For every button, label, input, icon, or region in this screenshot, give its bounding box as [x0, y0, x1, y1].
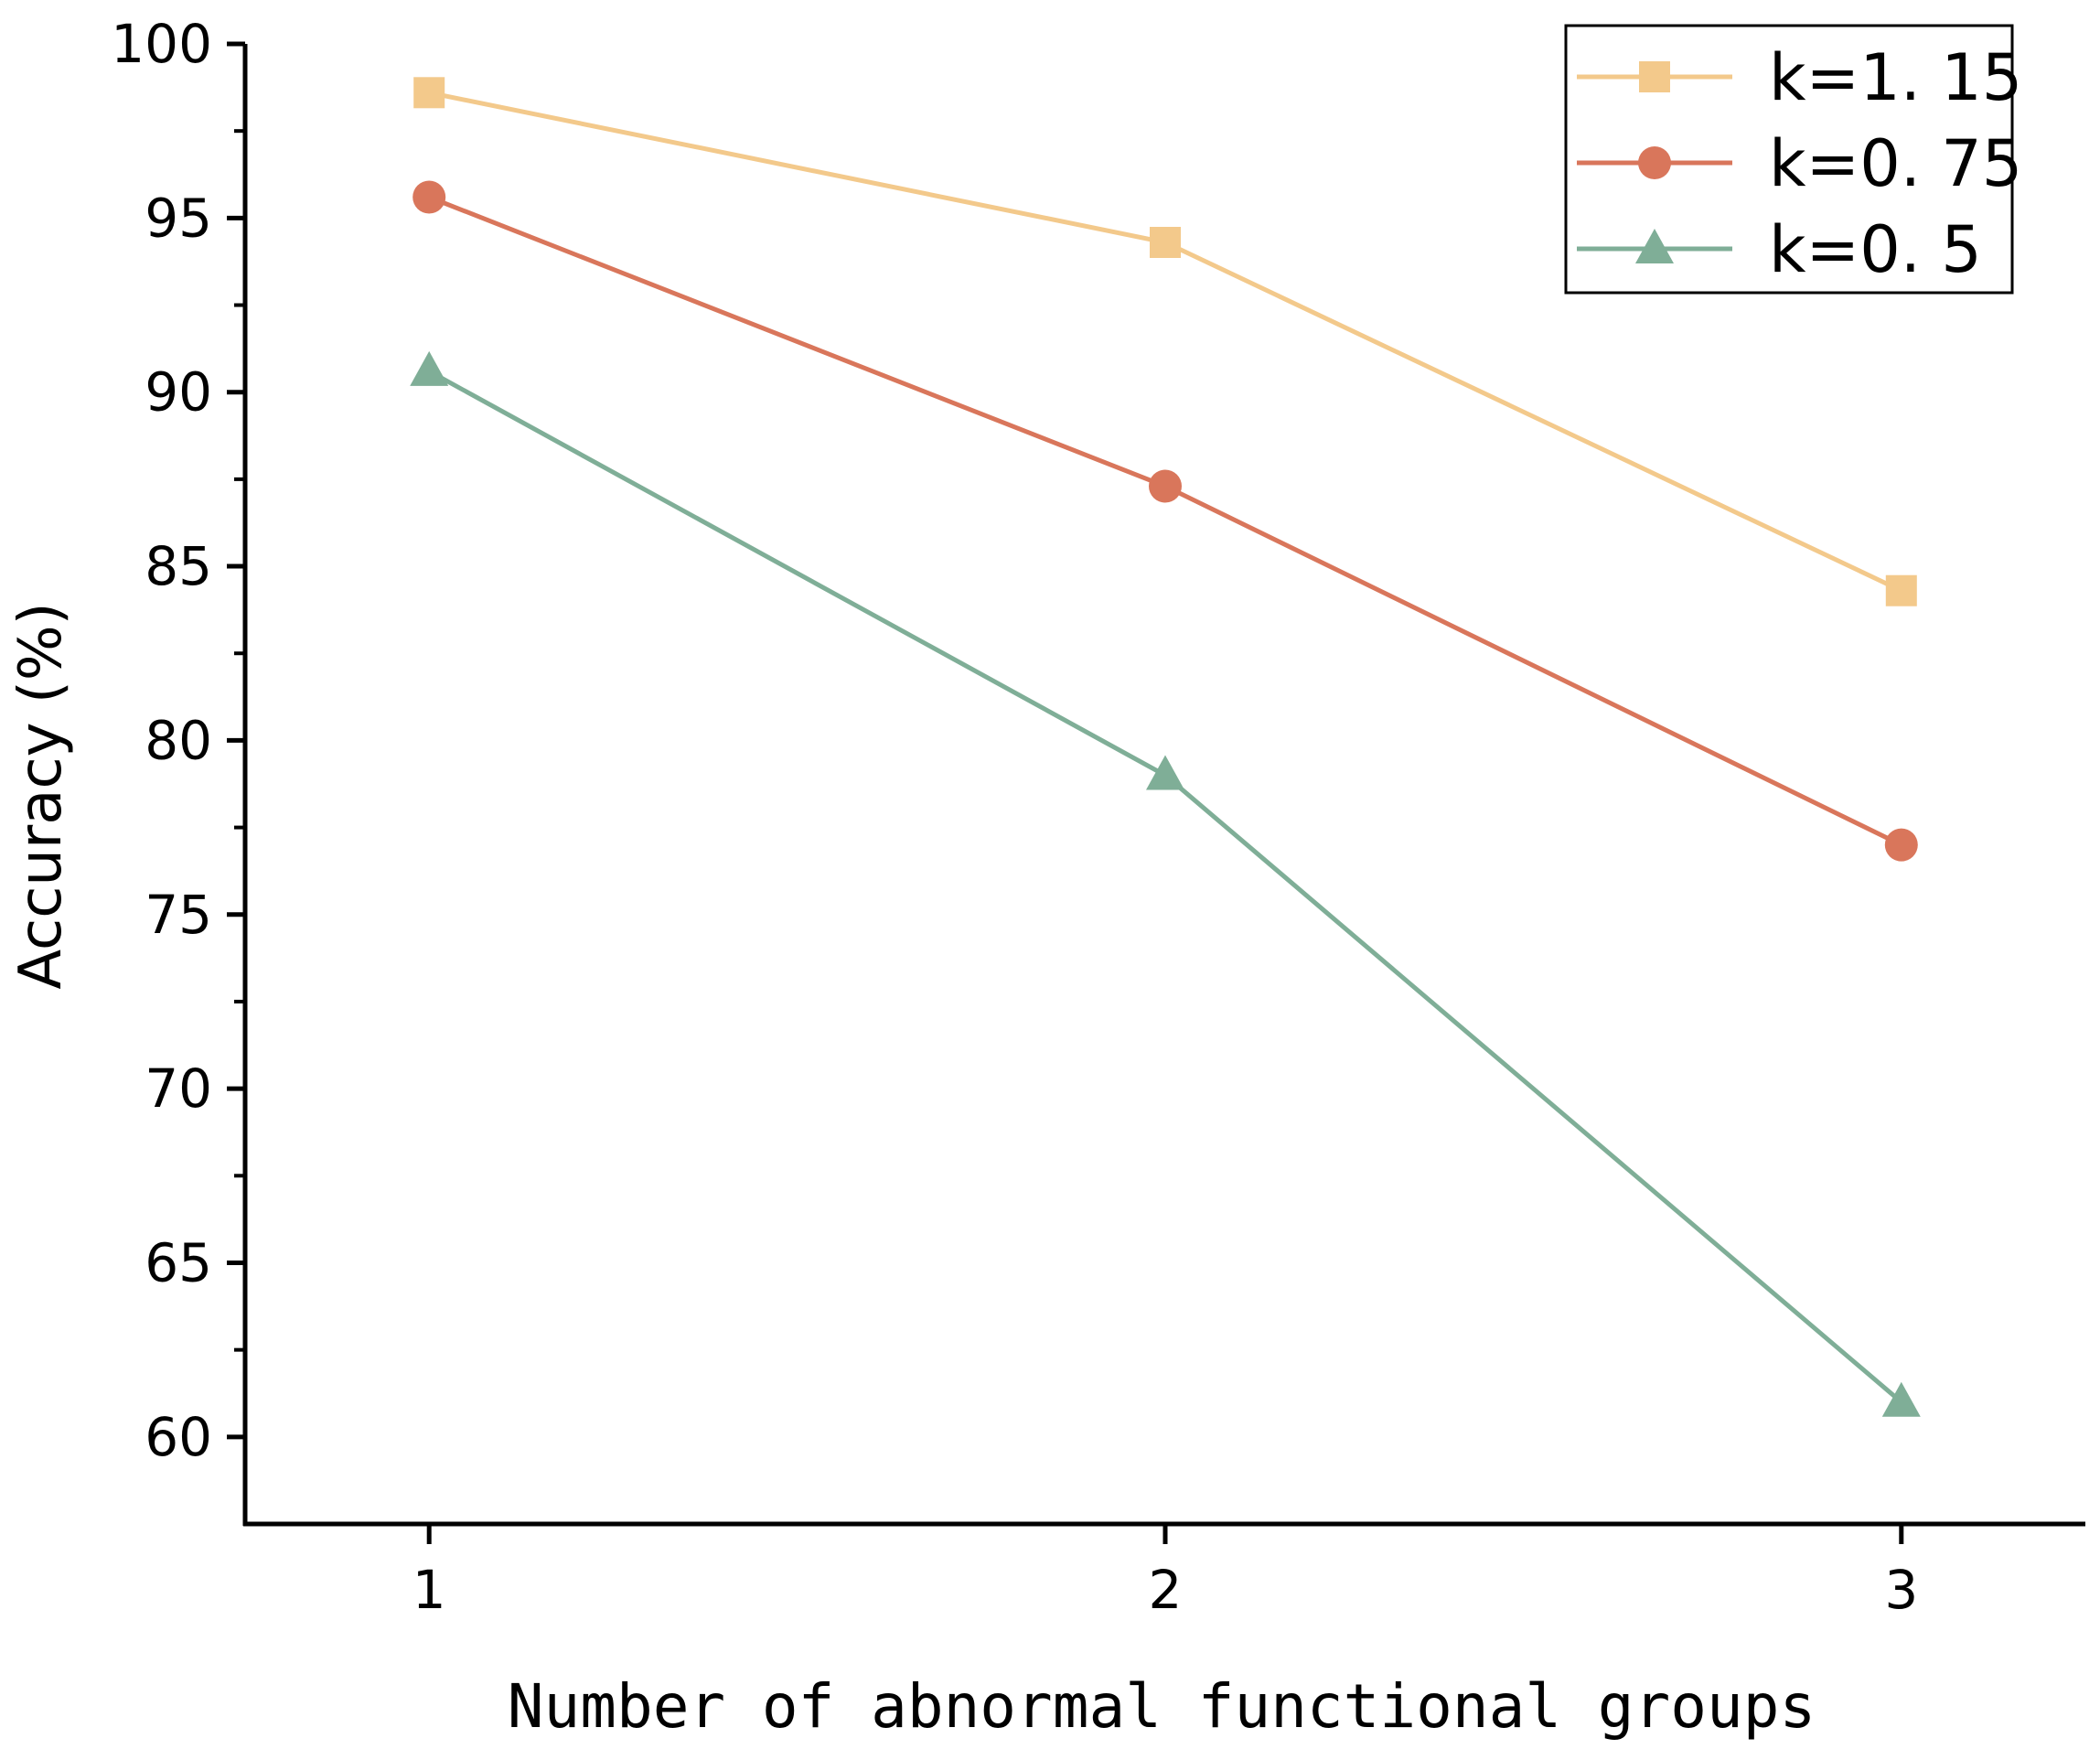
- y-tick-label: 95: [145, 187, 212, 249]
- y-tick-label: 100: [111, 13, 212, 75]
- data-point-triangle: [410, 350, 449, 386]
- series-line: [427, 369, 1903, 1404]
- data-point-circle: [1149, 469, 1182, 503]
- y-axis-title: Accuracy (%): [7, 602, 75, 989]
- x-axis-ticks: 1 2 3: [412, 1524, 1918, 1621]
- legend-label: k=0. 5: [1769, 212, 1982, 287]
- x-axis-title: Number of abnormal functional groups: [508, 1671, 1816, 1742]
- legend: k=1. 15 k=0. 75 k=0. 5: [1564, 24, 2022, 295]
- y-tick-label: 60: [145, 1406, 212, 1468]
- data-point-square: [1150, 227, 1181, 259]
- y-tick-label: 80: [145, 709, 212, 771]
- y-tick-label: 65: [145, 1231, 212, 1293]
- y-tick-label: 85: [145, 535, 212, 597]
- data-point-circle: [1884, 828, 1918, 862]
- series-layer: [410, 77, 1921, 1417]
- data-point-circle: [412, 180, 446, 214]
- y-tick-label: 70: [145, 1057, 212, 1120]
- x-tick-label: 2: [1149, 1559, 1183, 1621]
- x-tick-label: 1: [412, 1559, 446, 1621]
- data-point-square: [413, 77, 445, 109]
- legend-label: k=0. 75: [1769, 126, 2022, 201]
- legend-marker-triangle: [1635, 229, 1674, 263]
- y-tick-label: 90: [145, 361, 212, 424]
- series-line: [428, 195, 1902, 847]
- legend-item: k=0. 5: [1577, 212, 1982, 287]
- series-k=0.5: [410, 350, 1921, 1417]
- data-point-square: [1885, 574, 1917, 606]
- legend-marker-square: [1639, 61, 1670, 92]
- series-k=1.15: [413, 77, 1917, 606]
- x-tick-label: 3: [1884, 1559, 1918, 1621]
- data-point-triangle: [1146, 755, 1184, 790]
- legend-label: k=1. 15: [1769, 40, 2022, 115]
- data-point-triangle: [1881, 1381, 1921, 1417]
- y-tick-label: 75: [145, 884, 212, 946]
- legend-marker-circle: [1638, 146, 1671, 179]
- series-k=0.75: [412, 180, 1918, 862]
- legend-item: k=1. 15: [1577, 40, 2022, 115]
- y-axis-ticks: 60 65 70 75 80 85 90 95 100: [111, 13, 245, 1468]
- legend-item: k=0. 75: [1577, 126, 2022, 201]
